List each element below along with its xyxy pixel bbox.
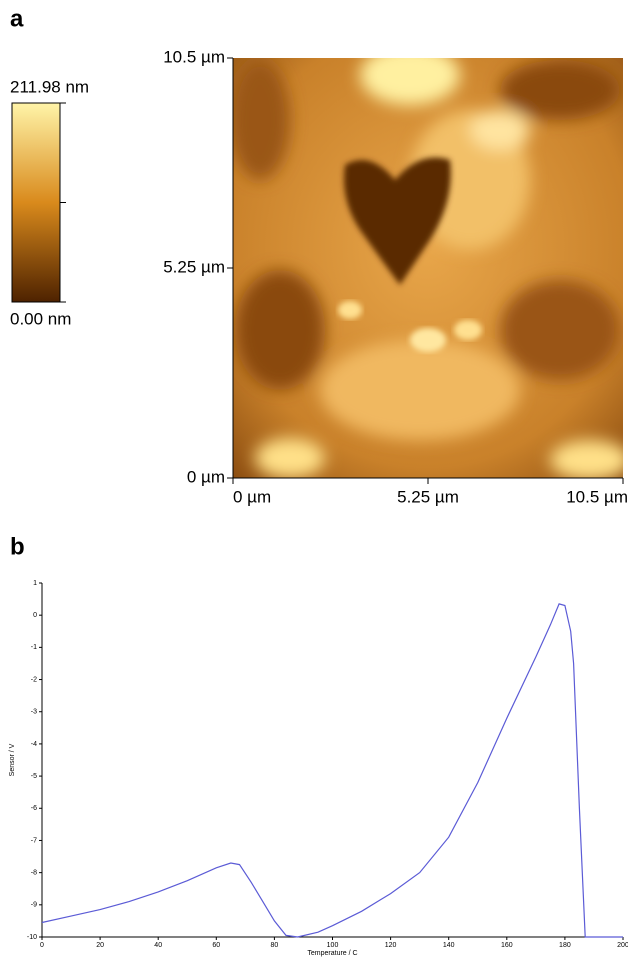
x-tick-label: 140 (443, 942, 455, 949)
y-tick-label: -6 (31, 805, 37, 812)
y-axis-title: Sensor / V (9, 743, 16, 776)
y-tick-label: -7 (31, 837, 37, 844)
y-tick-label: 0 µm (187, 467, 225, 486)
x-tick-label: 200 (617, 942, 628, 949)
x-tick-label: 180 (559, 942, 571, 949)
panel-label: a (10, 5, 24, 32)
x-tick-label: 100 (327, 942, 339, 949)
y-tick-label: -10 (27, 934, 37, 941)
x-tick-label: 5.25 µm (397, 487, 459, 506)
afm-image (233, 58, 623, 478)
x-tick-label: 20 (96, 942, 104, 949)
x-axis-title: Temperature / C (307, 950, 357, 957)
x-tick-label: 0 (40, 942, 44, 949)
colorbar-label: 0.00 nm (10, 309, 71, 328)
x-tick-label: 160 (501, 942, 513, 949)
colorbar-label: 211.98 nm (10, 77, 89, 96)
x-tick-label: 0 µm (233, 487, 271, 506)
y-tick-label: -8 (31, 869, 37, 876)
y-tick-label: -4 (31, 741, 37, 748)
x-tick-label: 60 (212, 942, 220, 949)
y-tick-label: -9 (31, 902, 37, 909)
x-tick-label: 40 (154, 942, 162, 949)
y-tick-label: -5 (31, 773, 37, 780)
y-tick-label: 0 (33, 612, 37, 619)
y-tick-label: -2 (31, 676, 37, 683)
colorbar (11, 102, 61, 303)
y-tick-label: -3 (31, 709, 37, 716)
y-tick-label: 1 (33, 580, 37, 587)
y-tick-label: 5.25 µm (163, 257, 225, 276)
panel-label: b (10, 533, 25, 560)
x-tick-label: 120 (385, 942, 397, 949)
x-tick-label: 10.5 µm (566, 487, 628, 506)
y-tick-label: 10.5 µm (163, 47, 225, 66)
data-line (41, 603, 623, 938)
y-tick-label: -1 (31, 644, 37, 651)
x-tick-label: 80 (271, 942, 279, 949)
